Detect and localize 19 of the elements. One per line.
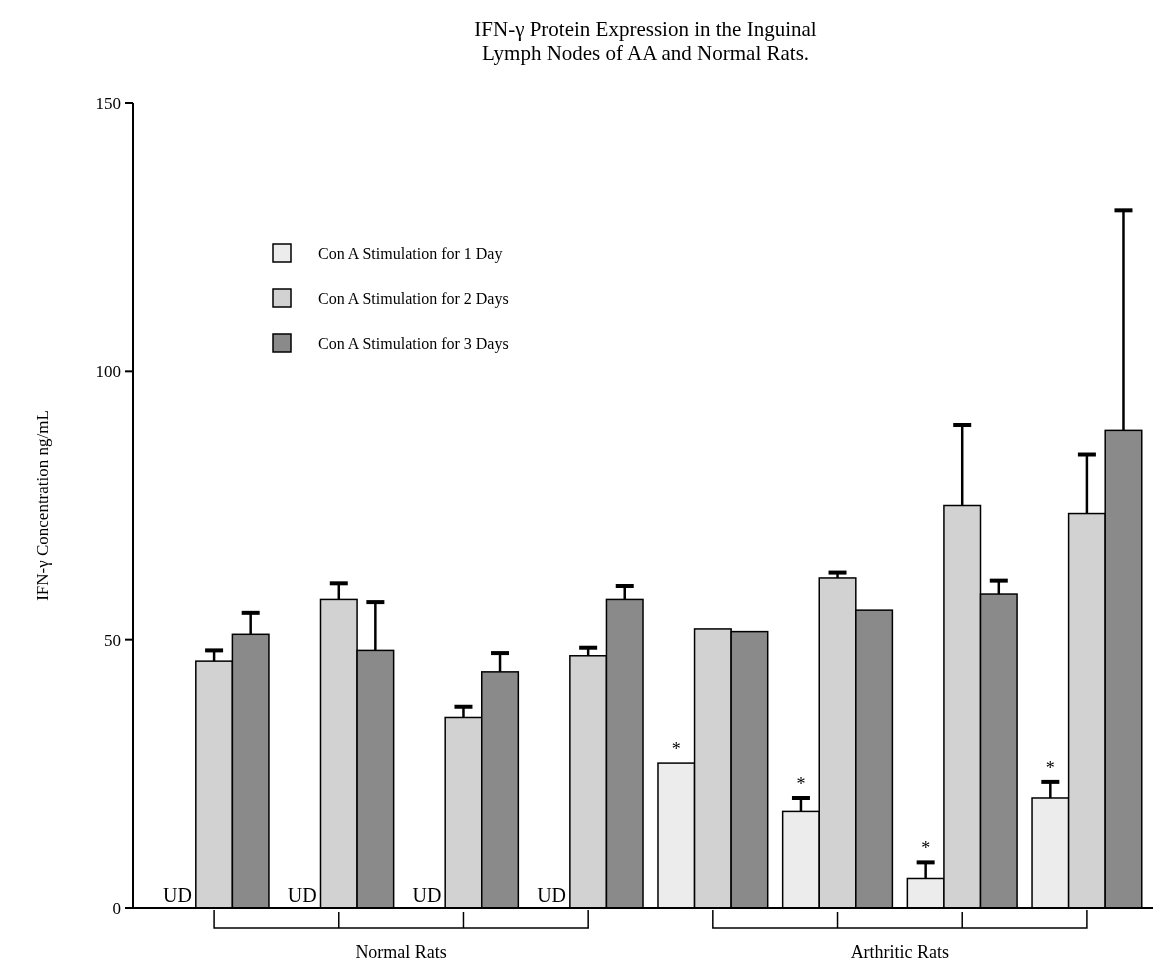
- text: UD: [412, 884, 442, 906]
- data-label: *: [671, 739, 681, 760]
- y-tick-label: 100: [95, 362, 121, 382]
- legend-label: Con A Stimulation for 2 Days: [318, 289, 509, 308]
- text: Arthritic Rats: [850, 942, 950, 962]
- text: UD: [537, 884, 567, 906]
- text: Normal Rats: [355, 942, 447, 962]
- text: UD: [287, 884, 317, 906]
- y-tick-label: 150: [95, 93, 121, 113]
- legend-label: Con A Stimulation for 1 Day: [318, 244, 503, 263]
- text: UD: [163, 884, 192, 906]
- y-tick-label: 50: [104, 630, 121, 650]
- chart-title: IFN-γ Protein Expression in the Inguinal Lymph Nodes of AA and Normal Rats.: [474, 17, 817, 65]
- y-tick-label: 0: [112, 898, 121, 918]
- data-label: *: [796, 773, 806, 794]
- data-label: *: [921, 838, 931, 859]
- data-label: *: [1045, 757, 1055, 778]
- legend-label: Con A Stimulation for 3 Days: [318, 334, 509, 353]
- y-axis-title: IFN-γ Concentration ng/mL: [33, 410, 52, 601]
